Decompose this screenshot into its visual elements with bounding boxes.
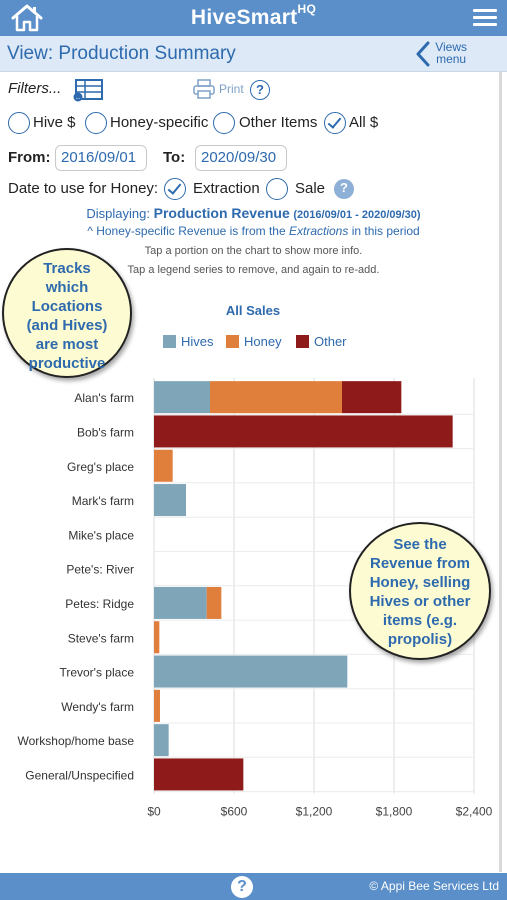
bar-honey[interactable] bbox=[154, 621, 160, 654]
hamburger-menu-icon[interactable] bbox=[473, 9, 497, 28]
filters-label[interactable]: Filters... bbox=[8, 80, 62, 97]
app-header: HiveSmartHQ bbox=[0, 0, 507, 36]
displaying-line: Displaying: Production Revenue (2016/09/… bbox=[86, 205, 421, 221]
svg-text:...: ... bbox=[75, 95, 80, 101]
category-label: Workshop/home base bbox=[17, 734, 134, 748]
category-label: Mark's farm bbox=[72, 494, 134, 508]
category-label: General/Unspecified bbox=[25, 768, 134, 782]
legend-label-hives[interactable]: Hives bbox=[181, 334, 214, 349]
bar-hives[interactable] bbox=[154, 724, 169, 757]
radio-honey-specific[interactable] bbox=[85, 112, 107, 134]
legend-swatch-honey[interactable] bbox=[226, 335, 239, 348]
honey-note: ^ Honey-specific Revenue is from the Ext… bbox=[87, 224, 420, 238]
radio-honey-specific-label: Honey-specific bbox=[110, 114, 209, 131]
views-menu-button[interactable]: Views menu bbox=[435, 40, 467, 66]
legend-label-honey[interactable]: Honey bbox=[244, 334, 282, 349]
radio-other-items[interactable] bbox=[213, 112, 235, 134]
radio-hive[interactable] bbox=[8, 112, 30, 134]
radio-hive-label: Hive $ bbox=[33, 114, 76, 131]
x-tick-label: $2,400 bbox=[456, 805, 493, 819]
printer-icon[interactable] bbox=[193, 79, 215, 99]
app-title: HiveSmartHQ bbox=[190, 2, 317, 29]
category-label: Bob's farm bbox=[77, 425, 134, 439]
view-bar: View: Production Summary Views menu bbox=[0, 36, 507, 72]
category-label: Wendy's farm bbox=[61, 700, 134, 714]
bar-other[interactable] bbox=[342, 381, 402, 414]
legend-swatch-hives[interactable] bbox=[163, 335, 176, 348]
radio-extraction[interactable] bbox=[164, 178, 186, 200]
legend-swatch-other[interactable] bbox=[296, 335, 309, 348]
help-icon[interactable]: ? bbox=[334, 179, 354, 199]
home-icon[interactable] bbox=[10, 3, 44, 33]
bar-other[interactable] bbox=[154, 415, 453, 448]
category-label: Alan's farm bbox=[74, 391, 134, 405]
bar-hives[interactable] bbox=[154, 381, 210, 414]
category-label: Steve's farm bbox=[68, 631, 134, 645]
callout-revenue: See the Revenue from Honey, selling Hives … bbox=[349, 522, 491, 660]
honey-date-label: Date to use for Honey: bbox=[8, 180, 159, 197]
radio-sale[interactable] bbox=[266, 178, 288, 200]
page-title: View: Production Summary bbox=[7, 43, 236, 64]
x-tick-label: $600 bbox=[221, 805, 248, 819]
bar-honey[interactable] bbox=[154, 689, 160, 722]
radio-all[interactable] bbox=[324, 112, 346, 134]
chart-tip-2: Tap a legend series to remove, and again… bbox=[127, 264, 380, 276]
x-tick-label: $1,800 bbox=[376, 805, 413, 819]
print-button[interactable]: Print bbox=[219, 82, 244, 96]
chevron-left-icon[interactable] bbox=[415, 41, 431, 67]
bar-hives[interactable] bbox=[154, 586, 207, 619]
scroll-track bbox=[499, 72, 502, 872]
bar-hives[interactable] bbox=[154, 484, 186, 517]
radio-extraction-label: Extraction bbox=[193, 180, 260, 197]
callout-locations: Tracks which Locations (and Hives) are most… bbox=[2, 248, 132, 378]
category-label: Petes: Ridge bbox=[65, 597, 134, 611]
x-tick-label: $1,200 bbox=[296, 805, 333, 819]
category-label: Pete's: River bbox=[66, 563, 134, 577]
radio-other-items-label: Other Items bbox=[239, 114, 318, 131]
bar-honey[interactable] bbox=[154, 449, 173, 482]
category-label: Greg's place bbox=[67, 460, 134, 474]
legend-label-other[interactable]: Other bbox=[314, 334, 347, 349]
app-footer: ? © Appi Bee Services Ltd bbox=[0, 873, 507, 900]
x-tick-label: $0 bbox=[147, 805, 161, 819]
help-icon[interactable]: ? bbox=[231, 876, 253, 898]
help-icon[interactable]: ? bbox=[250, 80, 270, 100]
to-label: To: bbox=[163, 149, 186, 166]
radio-sale-label: Sale bbox=[295, 180, 326, 197]
copyright-text: © Appi Bee Services Ltd bbox=[369, 879, 499, 893]
category-label: Mike's place bbox=[68, 528, 134, 542]
revenue-chart[interactable]: All Sales Hives Honey Other $0 $600 $1,200 $1,8… bbox=[0, 295, 499, 830]
grid-filter-icon[interactable]: ... bbox=[72, 78, 104, 102]
from-label: From: bbox=[8, 149, 51, 166]
bar-other[interactable] bbox=[154, 758, 244, 791]
chart-tip-1: Tap a portion on the chart to show more … bbox=[144, 245, 363, 257]
chart-title: All Sales bbox=[226, 303, 280, 318]
bar-hives[interactable] bbox=[154, 655, 348, 688]
category-label: Trevor's place bbox=[59, 666, 134, 680]
to-date-field[interactable]: 2020/09/30 bbox=[195, 145, 287, 171]
bar-honey[interactable] bbox=[206, 586, 222, 619]
bar-honey[interactable] bbox=[210, 381, 342, 414]
radio-all-label: All $ bbox=[349, 114, 379, 131]
from-date-field[interactable]: 2016/09/01 bbox=[55, 145, 147, 171]
